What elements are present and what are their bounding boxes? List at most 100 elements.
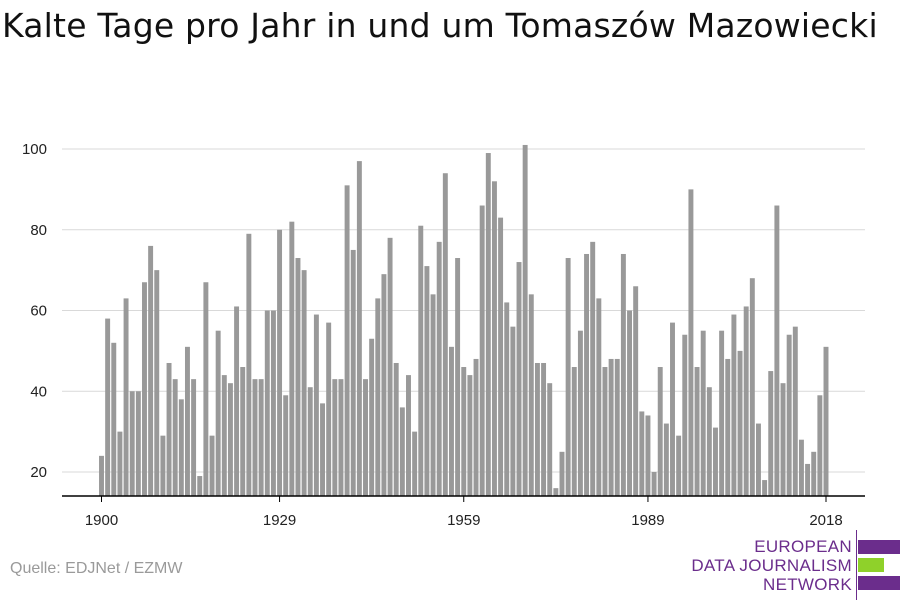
bar-1988 xyxy=(639,411,645,496)
bar-1930 xyxy=(283,395,289,496)
bar-2009 xyxy=(768,371,774,496)
bar-2007 xyxy=(755,423,761,496)
bar-1926 xyxy=(258,379,264,496)
bar-2012 xyxy=(786,334,792,496)
bar-1957 xyxy=(449,346,454,496)
y-axis-ticks: 20 40 60 80 100 xyxy=(22,141,47,481)
bar-2018 xyxy=(823,346,829,496)
bar-1968 xyxy=(516,262,522,496)
bar-1953 xyxy=(424,266,430,496)
bar-1918 xyxy=(209,435,215,496)
bar-1921 xyxy=(227,383,233,496)
bar-1962 xyxy=(479,205,485,496)
bar-1941 xyxy=(350,249,356,496)
bar-1951 xyxy=(412,431,418,497)
bar-1933 xyxy=(301,270,307,497)
bar-1917 xyxy=(203,282,209,496)
bar-1977 xyxy=(571,367,577,496)
bar-1905 xyxy=(129,391,135,496)
bar-2014 xyxy=(798,439,804,496)
bar-1927 xyxy=(264,310,270,496)
bar-1982 xyxy=(602,367,608,496)
bar-1961 xyxy=(473,358,479,496)
source-note: Quelle: EDJNet / EZMW xyxy=(10,560,183,577)
bar-1916 xyxy=(197,476,203,496)
bar-1974 xyxy=(553,488,559,496)
bar-1954 xyxy=(430,294,436,496)
bar-2006 xyxy=(749,278,755,496)
bar-1911 xyxy=(166,362,172,496)
bar-1939 xyxy=(338,379,344,496)
logo-bar-purple-top xyxy=(858,540,900,554)
bar-1966 xyxy=(504,302,510,496)
bar-1920 xyxy=(221,375,227,496)
x-axis-ticks: 1900 1929 1959 1989 2018 xyxy=(85,496,843,529)
bar-1940 xyxy=(344,185,350,496)
bar-1934 xyxy=(307,387,313,496)
bar-2013 xyxy=(792,326,798,496)
bar-2002 xyxy=(725,358,731,496)
bar-1984 xyxy=(614,358,620,496)
bar-1944 xyxy=(369,338,375,496)
bar-1976 xyxy=(565,258,571,496)
bar-1904 xyxy=(123,298,129,496)
bar-1945 xyxy=(375,298,381,496)
bar-1979 xyxy=(584,253,590,496)
bar-1913 xyxy=(178,399,184,496)
logo-text-line-1: EUROPEAN xyxy=(754,537,852,556)
bar-1932 xyxy=(295,258,301,496)
bar-1935 xyxy=(313,314,319,496)
y-tick-label: 80 xyxy=(30,222,47,239)
bar-1909 xyxy=(154,270,160,497)
bar-1950 xyxy=(406,375,411,496)
y-tick-label: 60 xyxy=(30,303,47,320)
bar-1910 xyxy=(160,435,166,496)
bar-1983 xyxy=(608,358,614,496)
bar-1987 xyxy=(633,286,639,496)
logo-bar-purple-bottom xyxy=(858,576,900,590)
bar-1963 xyxy=(485,153,491,497)
bar-1924 xyxy=(246,233,252,497)
y-tick-label: 100 xyxy=(22,141,47,158)
bar-1922 xyxy=(234,306,240,496)
bar-1925 xyxy=(252,379,258,496)
bar-2011 xyxy=(780,383,786,496)
bar-1998 xyxy=(700,330,706,496)
logo-bar-green xyxy=(858,558,884,572)
bar-1980 xyxy=(590,241,596,496)
bar-2004 xyxy=(737,350,743,497)
bar-1908 xyxy=(148,245,154,496)
bar-1970 xyxy=(528,294,534,496)
bar-1938 xyxy=(332,379,338,496)
bar-1915 xyxy=(191,379,197,496)
bar-1985 xyxy=(620,253,626,496)
logo-text-line-3: NETWORK xyxy=(763,575,852,594)
bar-1902 xyxy=(111,342,117,496)
bar-1990 xyxy=(651,472,657,496)
bar-1989 xyxy=(645,415,651,496)
bar-2001 xyxy=(719,330,725,496)
bar-1948 xyxy=(393,362,399,496)
bar-1901 xyxy=(105,318,111,496)
bar-2008 xyxy=(762,480,768,496)
bar-2017 xyxy=(817,395,823,496)
bar-1947 xyxy=(387,237,393,496)
bar-1986 xyxy=(627,310,632,496)
bar-2003 xyxy=(731,314,737,496)
x-tick-label: 1959 xyxy=(447,512,480,529)
bars-group xyxy=(99,144,829,497)
bar-1914 xyxy=(184,346,190,496)
y-tick-label: 40 xyxy=(30,383,47,400)
bar-1955 xyxy=(436,241,442,496)
bar-1964 xyxy=(491,181,497,497)
bar-1943 xyxy=(363,379,368,496)
bar-1991 xyxy=(657,367,663,496)
bar-1923 xyxy=(240,367,246,496)
bar-1999 xyxy=(706,387,712,496)
bar-1919 xyxy=(215,330,221,496)
bar-1952 xyxy=(418,225,424,496)
bar-1996 xyxy=(688,189,694,497)
bar-1994 xyxy=(676,435,682,496)
bar-1981 xyxy=(596,298,602,496)
